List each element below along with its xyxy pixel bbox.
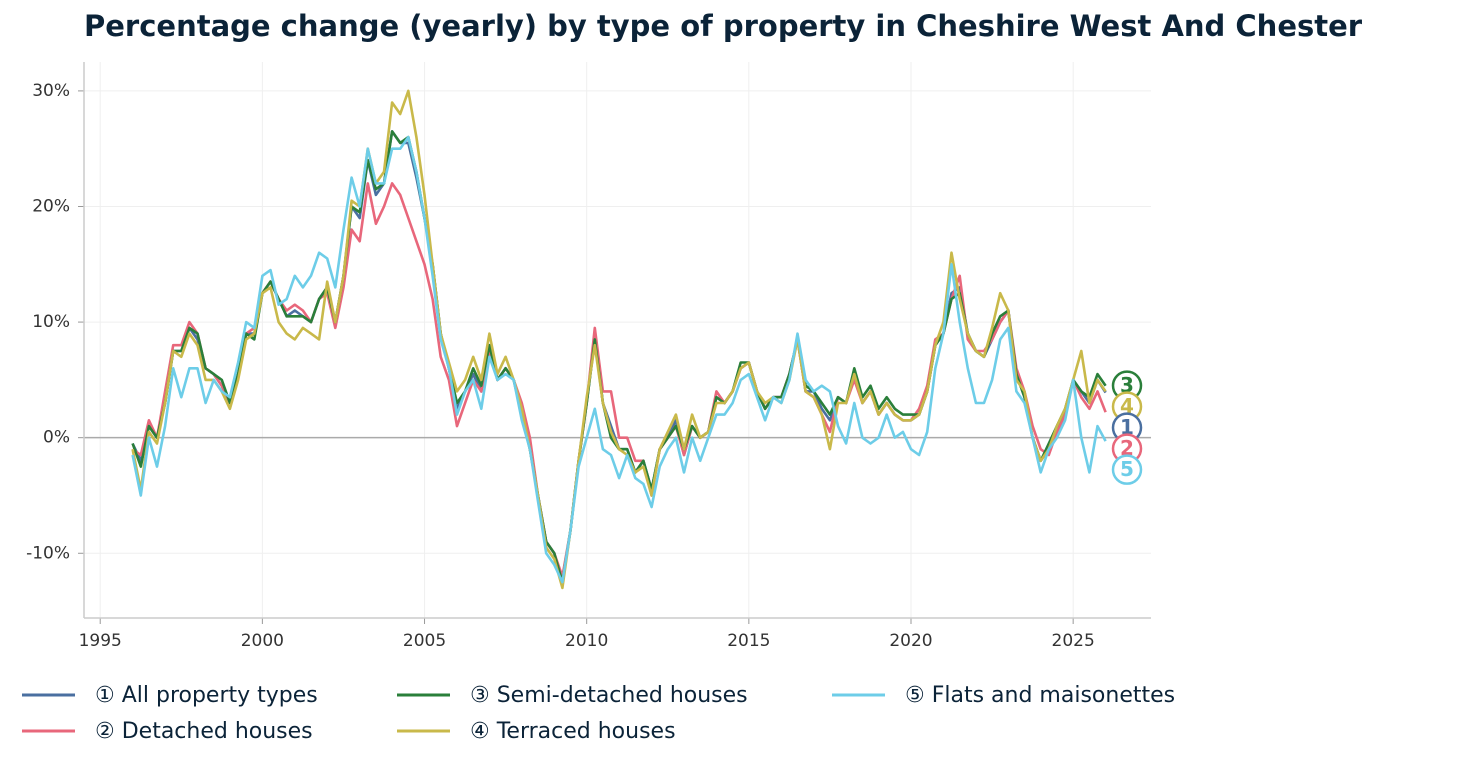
series-line [131,182,1107,578]
legend-label: ② Detached houses [95,719,313,744]
series-line [131,135,1107,584]
series-line [131,130,1107,584]
chart-title: Percentage change (yearly) by type of pr… [84,9,1363,43]
x-tick-label: 2010 [565,631,608,651]
end-marker-label: 3 [1120,373,1134,397]
legend-label: ③ Semi-detached houses [470,683,748,708]
end-marker-label: 2 [1120,436,1134,460]
y-tick-label: 10% [32,312,70,332]
x-tick-label: 1995 [79,631,122,651]
x-tick-label: 2020 [889,631,932,651]
series-line [131,130,1107,584]
end-marker [1111,454,1143,485]
y-tick-label: 30% [32,81,70,101]
series-line [131,89,1107,590]
x-tick-label: 2000 [241,631,284,651]
legend-label: ⑤ Flats and maisonettes [905,683,1175,708]
y-tick-label: 20% [32,196,70,216]
legend-label: ① All property types [95,683,318,708]
end-marker-label: 5 [1120,457,1134,481]
y-tick-label: -10% [26,543,70,563]
x-tick-label: 2005 [403,631,446,651]
x-tick-label: 2015 [727,631,770,651]
y-tick-label: 0% [43,428,70,448]
legend-label: ④ Terraced houses [470,719,676,744]
end-marker-label: 4 [1120,394,1134,418]
x-tick-label: 2025 [1052,631,1095,651]
end-marker-label: 1 [1120,415,1134,439]
